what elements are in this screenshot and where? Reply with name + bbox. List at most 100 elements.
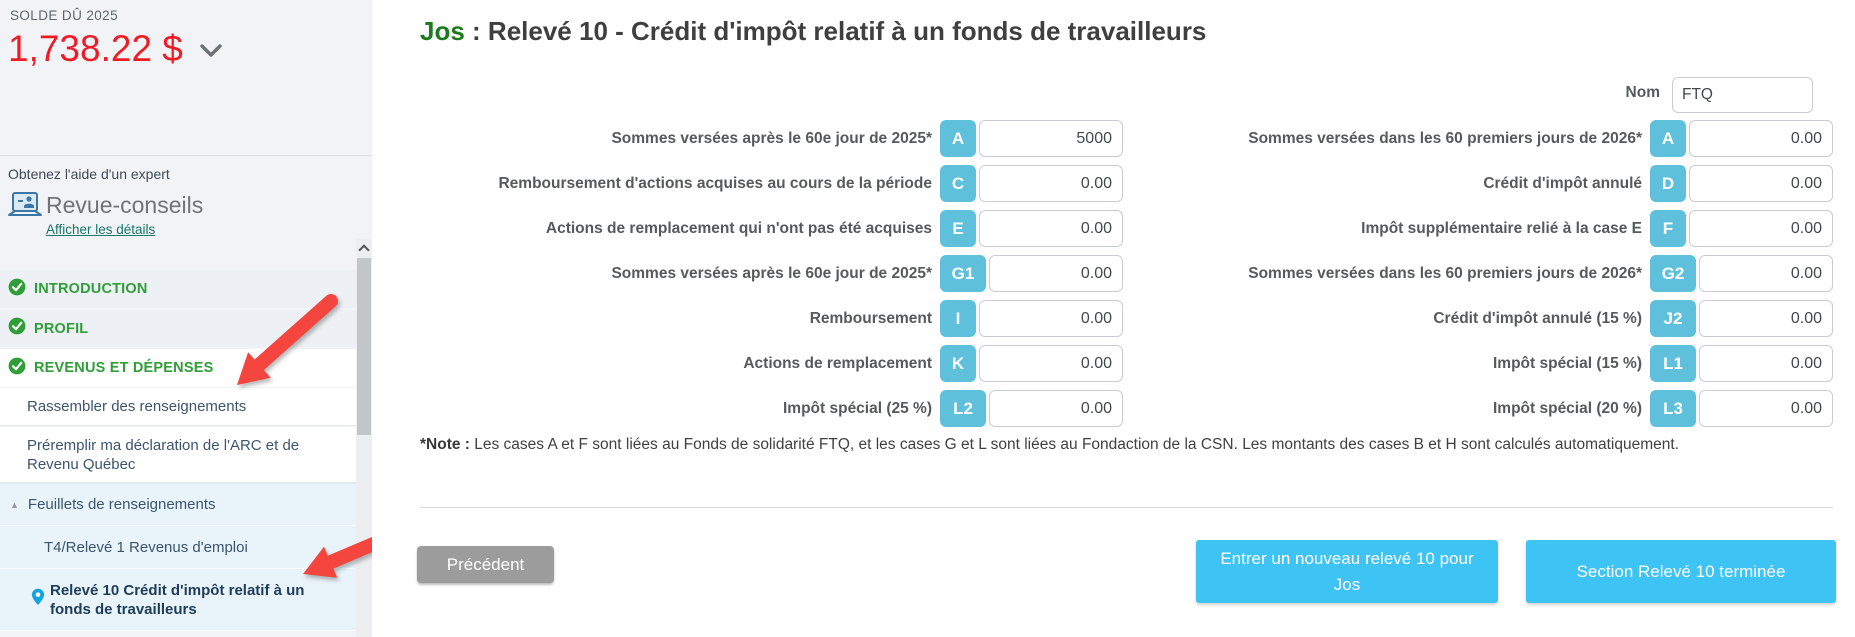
balance-section: 1,738.22 $ [8, 28, 223, 70]
box-badge-k: K [940, 345, 976, 382]
field-label: Remboursement d'actions acquises au cour… [498, 174, 932, 192]
expert-title: Revue-conseils [46, 192, 204, 218]
sidebar-item-introduction[interactable]: INTRODUCTION [0, 270, 372, 308]
form-row-a: Sommes versées après le 60e jour de 2025… [420, 120, 1123, 157]
expert-heading: Obtenez l'aide d'un expert [8, 166, 170, 182]
box-badge-a2: A [1650, 120, 1686, 157]
field-label: Remboursement [809, 309, 932, 327]
field-label: Sommes versées après le 60e jour de 2025… [611, 264, 932, 282]
sidebar-item-t4-releve1[interactable]: T4/Relevé 1 Revenus d'emploi [0, 526, 372, 569]
nom-input[interactable] [1672, 77, 1813, 113]
field-label: Sommes versées après le 60e jour de 2025… [611, 129, 932, 147]
amount-input-g1[interactable] [989, 255, 1123, 292]
form-row-nom: Nom [1180, 77, 1833, 113]
box-badge-e: E [940, 210, 976, 247]
amount-input-j2[interactable] [1699, 300, 1833, 337]
sidebar: SOLDE DÛ 2025 1,738.22 $ Obtenez l'aide … [0, 0, 404, 637]
field-label: Impôt spécial (25 %) [782, 399, 932, 417]
sidebar-item-label: INTRODUCTION [34, 281, 148, 297]
sidebar-item-releve10-current[interactable]: Relevé 10 Crédit d'impôt relatif à un fo… [0, 569, 372, 631]
person-name: Jos [420, 16, 465, 46]
field-label: Impôt spécial (20 %) [1492, 399, 1642, 417]
footnote-text: Les cases A et F sont liées au Fonds de … [469, 436, 1680, 453]
box-badge-l1: L1 [1650, 345, 1696, 382]
main-content: Jos : Relevé 10 - Crédit d'impôt relatif… [372, 0, 1855, 637]
check-circle-icon [8, 278, 26, 301]
form-row-a2: Sommes versées dans les 60 premiers jour… [1180, 120, 1833, 157]
box-badge-l2: L2 [940, 390, 986, 427]
sidebar-item-label: Feuillets de renseignements [27, 496, 216, 513]
amount-input-k[interactable] [979, 345, 1123, 382]
sidebar-scrollbar[interactable] [356, 239, 372, 637]
sidebar-item-preremplir[interactable]: Préremplir ma déclaration de l'ARC et de… [0, 427, 372, 483]
sidebar-group-feuillets[interactable]: ▲ Feuillets de renseignements [0, 483, 372, 526]
chevron-down-icon[interactable] [199, 43, 223, 64]
form-row-l2: Impôt spécial (25 %) L2 [420, 390, 1123, 427]
content-divider [420, 507, 1833, 508]
amount-input-a[interactable] [979, 120, 1123, 157]
form-row-d: Crédit d'impôt annulé D [1180, 165, 1833, 202]
box-badge-g2: G2 [1650, 255, 1696, 292]
check-circle-icon [8, 317, 26, 340]
sidebar-item-rassembler[interactable]: Rassembler des renseignements [0, 388, 372, 426]
sidebar-item-label: Rassembler des renseignements [27, 398, 247, 415]
box-badge-a: A [940, 120, 976, 157]
field-label: Crédit d'impôt annulé [1483, 174, 1642, 192]
sidebar-item-label: Relevé 10 Crédit d'impôt relatif à un fo… [50, 581, 305, 618]
nom-label: Nom [1625, 84, 1660, 101]
sidebar-item-label: PROFIL [34, 320, 89, 337]
balance-amount: 1,738.22 $ [8, 28, 183, 69]
box-badge-d: D [1650, 165, 1686, 202]
location-pin-icon [31, 588, 45, 611]
form-row-l1: Impôt spécial (15 %) L1 [1180, 345, 1833, 382]
sidebar-divider [0, 155, 372, 156]
footnote-bold: *Note : [420, 436, 470, 453]
scrollbar-up-arrow[interactable] [356, 239, 372, 257]
amount-input-l3[interactable] [1699, 390, 1833, 427]
show-details-link[interactable]: Afficher les détails [46, 222, 156, 237]
box-badge-i: I [940, 300, 976, 337]
sidebar-item-revenus-et-depenses[interactable]: REVENUS ET DÉPENSES [0, 349, 372, 387]
page-title: Jos : Relevé 10 - Crédit d'impôt relatif… [420, 16, 1206, 47]
scrollbar-thumb[interactable] [357, 258, 371, 435]
balance-label: SOLDE DÛ 2025 [10, 8, 118, 23]
sidebar-item-profil[interactable]: PROFIL [0, 310, 372, 347]
box-badge-f: F [1650, 210, 1686, 247]
form-row-k: Actions de remplacement K [420, 345, 1123, 382]
page-title-text: : Relevé 10 - Crédit d'impôt relatif à u… [464, 16, 1207, 46]
amount-input-d[interactable] [1689, 165, 1833, 202]
amount-input-c[interactable] [979, 165, 1123, 202]
form-row-g2: Sommes versées dans les 60 premiers jour… [1180, 255, 1833, 292]
form-row-e: Actions de remplacement qui n'ont pas ét… [420, 210, 1123, 247]
new-releve10-button[interactable]: Entrer un nouveau relevé 10 pour Jos [1196, 540, 1498, 603]
field-label: Sommes versées dans les 60 premiers jour… [1248, 264, 1642, 282]
box-badge-l3: L3 [1650, 390, 1696, 427]
section-done-button[interactable]: Section Relevé 10 terminée [1526, 540, 1836, 603]
form-row-g1: Sommes versées après le 60e jour de 2025… [420, 255, 1123, 292]
amount-input-l2[interactable] [989, 390, 1123, 427]
amount-input-a2[interactable] [1689, 120, 1833, 157]
box-badge-g1: G1 [940, 255, 986, 292]
form-row-c: Remboursement d'actions acquises au cour… [420, 165, 1123, 202]
amount-input-i[interactable] [979, 300, 1123, 337]
amount-input-l1[interactable] [1699, 345, 1833, 382]
sidebar-item-label: Préremplir ma déclaration de l'ARC et de… [27, 436, 300, 473]
amount-input-g2[interactable] [1699, 255, 1833, 292]
field-label: Impôt supplémentaire relié à la case E [1361, 219, 1642, 237]
form-row-f: Impôt supplémentaire relié à la case E F [1180, 210, 1833, 247]
field-label: Actions de remplacement [743, 354, 932, 372]
box-badge-c: C [940, 165, 976, 202]
amount-input-e[interactable] [979, 210, 1123, 247]
form-row-j2: Crédit d'impôt annulé (15 %) J2 [1180, 300, 1833, 337]
previous-button[interactable]: Précédent [417, 546, 554, 583]
check-circle-icon [8, 357, 26, 380]
form-column-left: Sommes versées après le 60e jour de 2025… [420, 120, 1123, 435]
sidebar-item-label: T4/Relevé 1 Revenus d'emploi [44, 538, 248, 556]
triangle-up-icon[interactable]: ▲ [10, 499, 19, 510]
form-row-l3: Impôt spécial (20 %) L3 [1180, 390, 1833, 427]
form-column-right: Nom Sommes versées dans les 60 premiers … [1180, 77, 1833, 435]
amount-input-f[interactable] [1689, 210, 1833, 247]
laptop-video-icon [6, 191, 43, 226]
form-row-i: Remboursement I [420, 300, 1123, 337]
